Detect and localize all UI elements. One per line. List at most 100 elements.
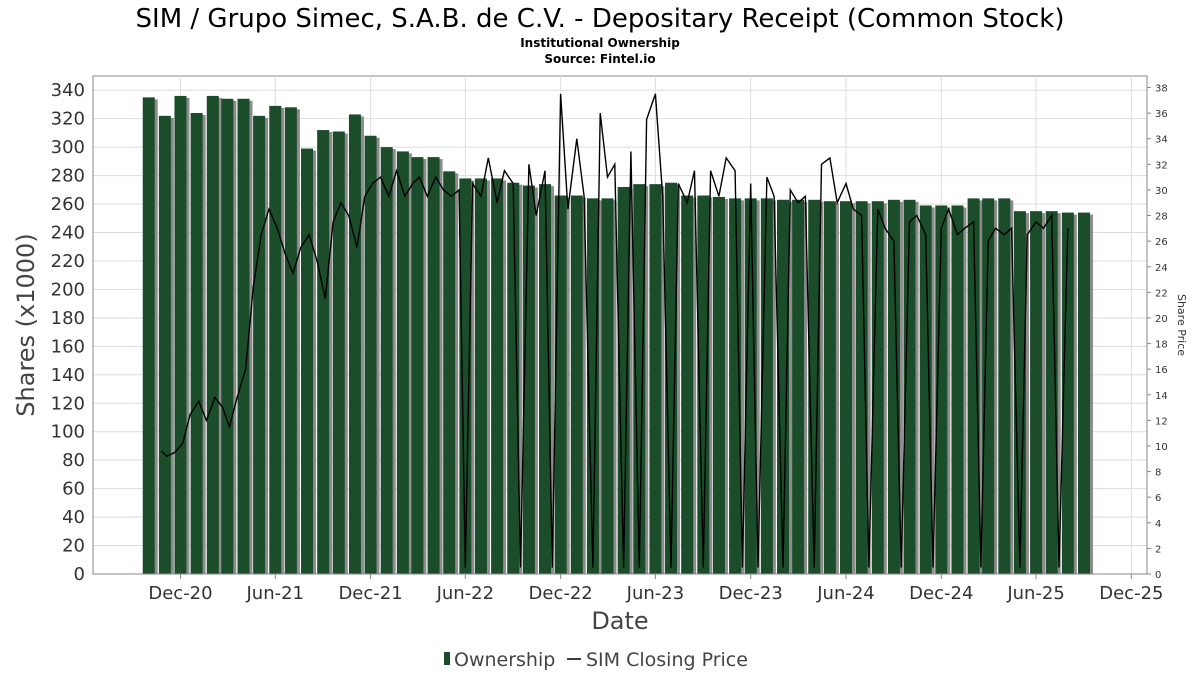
y2-tick-label: 38 [1155,84,1168,95]
ownership-bar [364,135,377,574]
ownership-bar [967,198,980,574]
legend: Ownership SIM Closing Price [444,649,748,671]
ownership-bar [332,131,345,574]
ownership-bar [823,201,836,574]
x-tick-label: Dec-20 [148,583,212,604]
ownership-bar [443,171,456,574]
ownership-bar [982,198,995,574]
x-tick-label: Dec-25 [1099,583,1163,604]
ownership-bar [158,115,171,574]
y-tick-label: 220 [51,251,85,272]
y2-tick-label: 4 [1155,519,1161,530]
y2-tick-label: 26 [1155,237,1168,248]
y-tick-label: 320 [51,109,85,130]
y-tick-label: 180 [51,308,85,329]
ownership-bar [887,199,900,574]
x-tick-label: Jun-25 [1006,583,1065,604]
ownership-bar [317,130,330,574]
y2-tick-label: 2 [1155,544,1161,555]
ownership-bar [269,105,282,574]
y-tick-label: 120 [51,393,85,414]
ownership-bar [411,157,424,575]
chart-subtitle-source: Source: Fintel.io [544,52,655,66]
x-tick-label: Dec-24 [909,583,973,604]
y-tick-label: 280 [51,166,85,187]
x-tick-label: Dec-23 [719,583,783,604]
ownership-bar [1045,211,1058,574]
ownership-bar [1030,211,1043,574]
ownership-bar [142,97,155,574]
ownership-bar [729,198,742,574]
ownership-bar [554,195,567,574]
legend-swatch-ownership [444,652,450,665]
y-tick-label: 0 [74,564,85,585]
y2-tick-label: 18 [1155,340,1168,351]
y2-axis-title: Share Price [1175,294,1188,356]
ownership-bar [348,114,361,574]
ownership-bar [776,199,789,574]
ownership-bar [237,98,250,574]
ownership-bar [206,95,219,575]
y2-tick-label: 36 [1155,109,1168,120]
ownership-bar [617,186,630,575]
ownership-bar [903,199,916,574]
y2-tick-label: 0 [1155,570,1161,581]
ownership-bar [474,178,487,574]
chart-subtitle-ownership: Institutional Ownership [520,36,680,50]
ownership-bar [871,201,884,574]
ownership-bar [284,107,297,574]
y2-tick-label: 34 [1155,135,1168,146]
y2-tick-label: 24 [1155,263,1168,274]
ownership-bar [855,201,868,574]
y2-tick-label: 8 [1155,468,1161,479]
x-tick-label: Dec-22 [529,583,593,604]
y-tick-label: 300 [51,137,85,158]
y-tick-label: 260 [51,194,85,215]
x-tick-label: Jun-22 [436,583,495,604]
ownership-bar [1061,212,1074,574]
ownership-bar [174,95,187,575]
ownership-bar [681,195,694,574]
ownership-bar [1013,211,1026,574]
ownership-bar [586,198,599,574]
plot-area: 0204060801001201401601802002202402602803… [51,75,1168,604]
ownership-bar [601,198,614,574]
y2-tick-label: 12 [1155,416,1168,427]
ownership-bar [491,178,504,574]
x-tick-label: Dec-21 [338,583,402,604]
y2-tick-label: 32 [1155,160,1168,171]
y-tick-label: 140 [51,365,85,386]
y2-tick-label: 28 [1155,212,1168,223]
y2-tick-label: 6 [1155,493,1161,504]
ownership-bar [951,205,964,575]
ownership-bar [808,199,821,574]
y2-tick-label: 22 [1155,288,1168,299]
y2-tick-label: 30 [1155,186,1168,197]
y-tick-label: 60 [62,479,85,500]
ownership-bar [998,198,1011,574]
y-axis-title: Shares (x1000) [12,233,40,416]
chart-title: SIM / Grupo Simec, S.A.B. de C.V. - Depo… [136,4,1065,34]
legend-label-price: SIM Closing Price [586,649,748,671]
ownership-bar [253,115,266,574]
ownership-bar [649,184,662,574]
x-tick-label: Jun-23 [626,583,685,604]
legend-label-ownership: Ownership [454,649,555,671]
y-tick-label: 40 [62,507,85,528]
ownership-bar [919,205,932,575]
ownership-bar [712,196,725,574]
ownership-bar [301,148,314,574]
ownership-bar [190,112,203,574]
ownership-bar [539,184,552,574]
y-tick-label: 20 [62,536,85,557]
y2-tick-label: 14 [1155,391,1168,402]
ownership-bar [459,178,472,574]
ownership-bar [935,205,948,575]
y2-tick-label: 16 [1155,365,1168,376]
ownership-bar [792,199,805,574]
ownership-bar [665,182,678,574]
ownership-bar [697,195,710,574]
x-tick-label: Jun-24 [816,583,875,604]
